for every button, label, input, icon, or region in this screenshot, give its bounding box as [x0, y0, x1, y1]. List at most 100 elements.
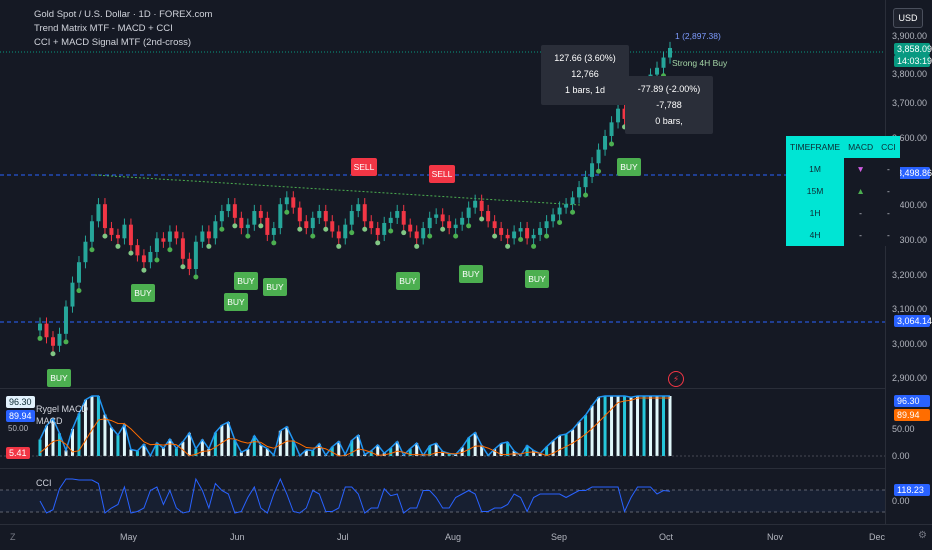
- macd-bar: [129, 449, 133, 456]
- macd-bar: [83, 399, 87, 456]
- trend-dot: [609, 141, 615, 147]
- indicator-trend-matrix[interactable]: Trend Matrix MTF - MACD + CCI: [34, 23, 173, 34]
- candle-body: [479, 200, 484, 212]
- candle-body: [427, 217, 432, 229]
- macd-bar: [207, 448, 211, 456]
- candle-body: [382, 222, 387, 235]
- candle-body: [310, 217, 315, 229]
- indicator-cci-macd-signal[interactable]: CCI + MACD Signal MTF (2nd-cross): [34, 37, 192, 48]
- price-tick: 3,300.00: [892, 235, 928, 245]
- buy-signal[interactable]: BUY: [234, 272, 258, 290]
- macd-bar: [155, 442, 159, 456]
- trend-dot: [284, 209, 290, 215]
- macd-bar: [174, 448, 178, 456]
- candle-body: [388, 217, 393, 223]
- cci-value: -: [877, 180, 900, 202]
- candle-body: [63, 306, 68, 334]
- macd-bar: [454, 454, 458, 456]
- candle-body: [544, 221, 549, 229]
- buy-signal[interactable]: BUY: [47, 369, 71, 387]
- candle-body: [408, 224, 413, 232]
- candle-body: [128, 224, 133, 246]
- trend-dot: [297, 226, 303, 232]
- candle-body: [557, 207, 562, 215]
- candle-body: [551, 214, 556, 222]
- buy-signal[interactable]: BUY: [224, 293, 248, 311]
- macd-bar: [168, 439, 172, 456]
- candle-body: [538, 228, 543, 235]
- buy-signal[interactable]: BUY: [459, 265, 483, 283]
- trend-dot: [128, 250, 134, 256]
- trend-dot: [362, 226, 368, 232]
- cci-line: [39, 477, 671, 514]
- trend-dot: [37, 335, 43, 341]
- macd-bar: [356, 435, 360, 456]
- macd-bar: [70, 428, 74, 456]
- macd-bar: [558, 435, 562, 456]
- cci-band: [0, 490, 885, 512]
- macd-bar: [239, 452, 243, 456]
- price-tick: 3,700.00: [892, 98, 928, 108]
- candle-body: [564, 204, 569, 208]
- macd-bar: [265, 448, 269, 456]
- macd-bar: [642, 396, 646, 456]
- trend-dot: [258, 223, 264, 229]
- buy-signal[interactable]: BUY: [617, 158, 641, 176]
- note-strong-buy: Strong 4H Buy: [672, 58, 728, 68]
- cci-value: -: [877, 224, 900, 246]
- macd-title[interactable]: Rygel MACD: [36, 404, 89, 414]
- candle-body: [609, 122, 614, 136]
- candle-body: [414, 231, 419, 239]
- trend-dot: [388, 228, 394, 234]
- month-label: Aug: [445, 532, 462, 542]
- sell-signal[interactable]: SELL: [351, 158, 377, 176]
- trend-dot: [219, 226, 225, 232]
- candle-body: [154, 238, 159, 252]
- macd-bar: [90, 396, 94, 456]
- macd-bar: [304, 449, 308, 456]
- trend-dot: [479, 216, 485, 222]
- symbol-title[interactable]: Gold Spot / U.S. Dollar · 1D · FOREX.com: [34, 9, 213, 20]
- trend-line[interactable]: [94, 174, 581, 206]
- trend-dot: [349, 230, 355, 236]
- settings-gear-icon[interactable]: ⚙: [918, 530, 927, 541]
- macd-bar: [103, 414, 107, 456]
- table-row: 4H - -: [786, 224, 900, 246]
- macd-bar: [51, 418, 55, 456]
- buy-signal[interactable]: BUY: [263, 278, 287, 296]
- price-tick: 3,900.00: [892, 31, 928, 41]
- sell-signal[interactable]: SELL: [429, 165, 455, 183]
- candle-body: [304, 221, 309, 229]
- macd-bar: [57, 433, 61, 456]
- candle-body: [258, 211, 263, 218]
- buy-signal[interactable]: BUY: [396, 272, 420, 290]
- trend-dot: [154, 257, 160, 263]
- candle-body: [518, 228, 523, 232]
- lightning-icon[interactable]: ⚡: [668, 371, 684, 387]
- timezone-icon[interactable]: Z: [10, 532, 16, 542]
- candle-body: [148, 251, 153, 263]
- macd-bar: [44, 425, 48, 456]
- table-row: 15M ▲ -: [786, 180, 900, 202]
- pane-separator: [0, 468, 885, 469]
- buy-signal[interactable]: BUY: [525, 270, 549, 288]
- candle-body: [492, 221, 497, 229]
- currency-button[interactable]: USD: [893, 8, 923, 28]
- candle-body: [278, 204, 283, 229]
- trend-dot: [115, 243, 121, 249]
- candle-body: [291, 197, 296, 208]
- trend-dot: [271, 240, 277, 246]
- macd-bar: [252, 435, 256, 456]
- macd-axis-50-left: 50.00: [8, 424, 29, 433]
- macd-bar: [64, 450, 68, 456]
- macd-bar: [116, 435, 120, 456]
- candle-body: [570, 197, 575, 205]
- macd-bar: [434, 443, 438, 456]
- trend-dot: [50, 351, 56, 357]
- table-row: 1M ▼ -: [786, 158, 900, 180]
- buy-signal[interactable]: BUY: [131, 284, 155, 302]
- macd-bar: [525, 445, 529, 456]
- candle-body: [349, 211, 354, 225]
- cci-title[interactable]: CCI: [36, 478, 52, 488]
